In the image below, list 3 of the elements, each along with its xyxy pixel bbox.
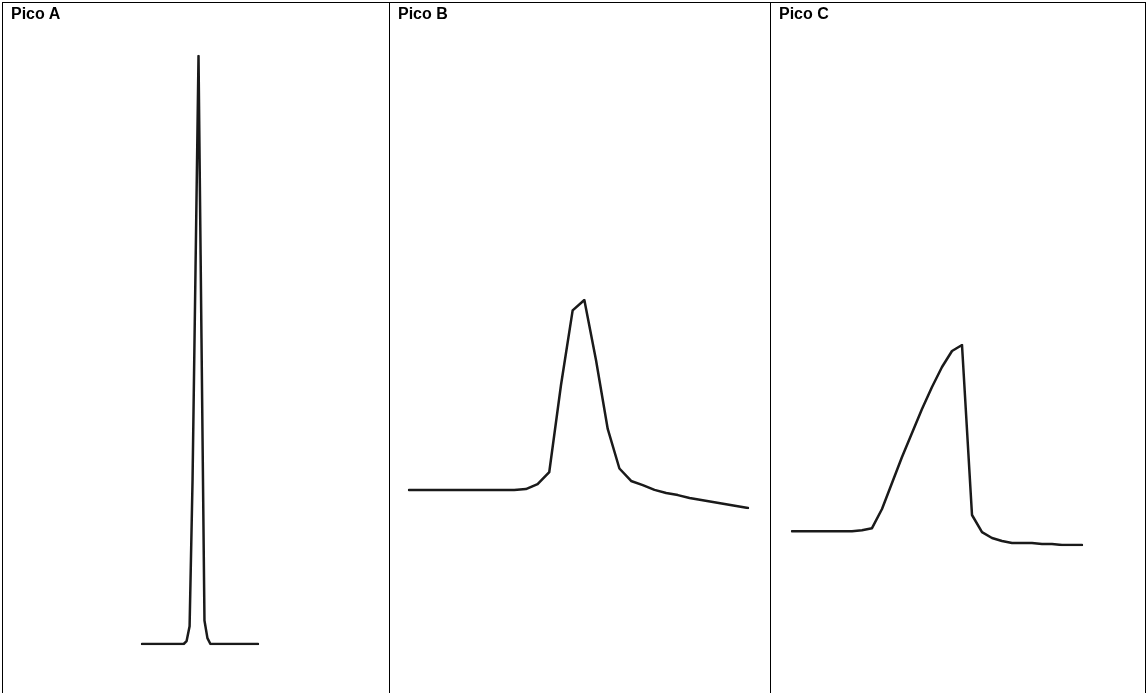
chart-title: Pico A [11,5,61,23]
chart-title: Pico B [398,5,448,23]
chart-title: Pico C [779,5,829,23]
